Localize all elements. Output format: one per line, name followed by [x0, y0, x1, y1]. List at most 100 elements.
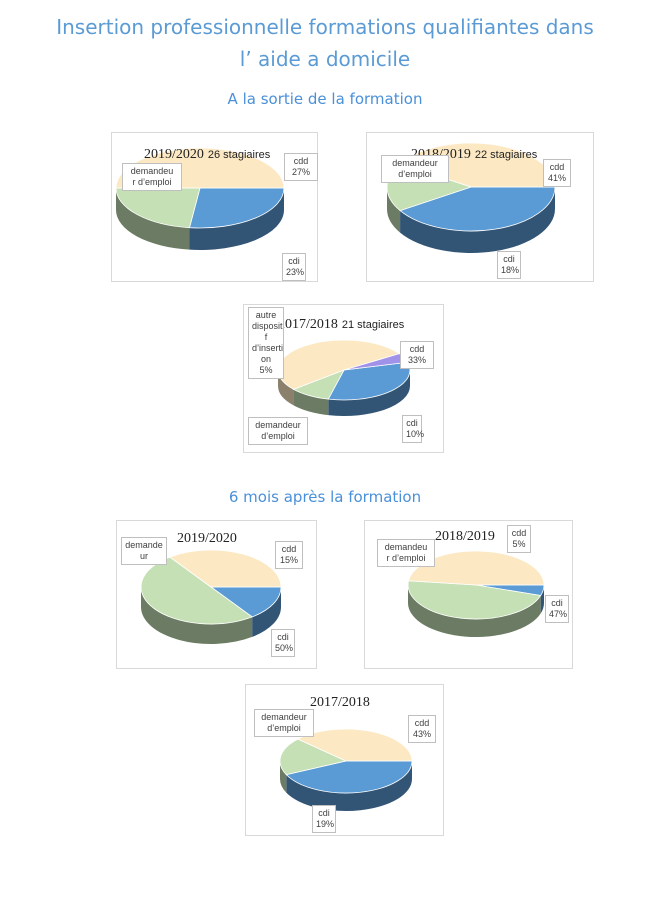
data-label-text: cdd	[281, 544, 297, 554]
data-label-text: demandeur	[392, 158, 438, 168]
data-label-text: 18%	[501, 265, 520, 275]
data-label-text: d’emploi	[398, 169, 432, 179]
pie-slice-cdi	[140, 556, 253, 625]
pie-slice-cdd	[188, 187, 285, 229]
chart-title: 2018/2019	[435, 529, 495, 545]
data-label-text: r d’emploi	[132, 177, 172, 187]
data-label-text: cdi	[503, 254, 515, 264]
pie-chart-svg	[277, 339, 411, 416]
data-label-text: 19%	[316, 819, 335, 829]
data-label-callout: cdd 43%	[408, 715, 436, 743]
data-label-text: disposit	[252, 321, 283, 331]
data-label-text: d’emploi	[267, 723, 301, 733]
pie-side-cdd	[252, 587, 281, 637]
pie-side-cdd	[400, 187, 555, 254]
data-label-text: cdi	[551, 598, 563, 608]
data-label-callout: cdi 19%	[312, 805, 336, 833]
data-label-text: demandeur	[261, 712, 307, 722]
data-label-callout: cdi 18%	[497, 251, 521, 279]
pie-chart-panel-6m-2019-2020: 2019/2020 cdd 15% cdi 50% demande ur	[116, 520, 317, 669]
document-title-line2: l’ aide a domicile	[239, 47, 411, 71]
data-label-callout: cdd 5%	[507, 525, 531, 553]
data-label-callout: demandeu r d’emploi	[377, 539, 435, 567]
data-label-callout: demandeur d’emploi	[381, 155, 449, 183]
pie-chart-panel-6m-2017-2018: 2017/2018 cdd 43% cdi 19% demandeur d’emploi	[245, 684, 444, 836]
pie-slice-cdd	[285, 760, 413, 794]
pie-slice-cdi	[407, 580, 542, 620]
data-label-callout: cdi 50%	[271, 629, 295, 657]
data-label-callout: cdd 41%	[543, 159, 571, 187]
chart-title-year: 2019/2020	[144, 147, 204, 162]
pie-slice-cdd	[209, 586, 282, 618]
data-label-text: cdi	[318, 808, 330, 818]
data-label-text: d’emploi	[261, 431, 295, 441]
data-label-text: cdd	[414, 718, 430, 728]
data-label-text: r d’emploi	[386, 553, 426, 563]
chart-title-year: 2017/2018	[278, 317, 338, 332]
section-heading-exit: A la sortie de la formation	[227, 90, 423, 108]
pie-side-cdi	[116, 188, 190, 250]
data-label-callout: cdi 47%	[545, 595, 569, 623]
data-label-text: 5%	[259, 365, 273, 375]
pie-chart-svg	[279, 728, 413, 811]
pie-slice-demandeur-r-d-emploi	[408, 550, 545, 586]
data-label-text: autre	[255, 310, 277, 320]
data-label-text: demandeu	[384, 542, 428, 552]
data-label-text: cdd	[409, 344, 425, 354]
data-label-text: 41%	[547, 173, 566, 183]
data-label-text: 33%	[407, 355, 426, 365]
data-label-text: demandeu	[130, 166, 174, 176]
pie-chart-svg	[140, 549, 282, 644]
pie-side-cdd	[286, 761, 412, 811]
data-label-text: 43%	[412, 729, 431, 739]
chart-subtitle: 21 stagiaires	[341, 319, 405, 331]
data-label-callout: autre disposit f d’inserti on 5%	[248, 307, 284, 379]
pie-side-cdd	[328, 370, 410, 416]
pie-slice-cdi	[115, 187, 201, 229]
pie-chart-panel-exit-2018-2019: 2018/201922 stagiairescdd41%cdi18%demand…	[366, 132, 594, 282]
data-label-text: f	[264, 332, 268, 342]
pie-side-cdi	[408, 585, 541, 637]
chart-title: 2019/2020 26 stagiaires	[144, 147, 270, 163]
pie-side-cdi	[387, 187, 401, 233]
data-label-callout: demandeur d’emploi	[248, 417, 308, 445]
document-title-line1: Insertion professionnelle formations qua…	[56, 15, 594, 39]
pie-side-demandeur-d-emploi	[278, 370, 294, 406]
data-label-text: cdi	[406, 418, 418, 428]
pie-side-cdd	[540, 585, 544, 614]
chart-title-year: 2019/2020	[177, 531, 237, 546]
data-label-text: on	[260, 354, 271, 364]
pie-chart-panel-exit-2017-2018: 2017/2018 21 stagiaires cdd 33% cdi 10% demand…	[243, 304, 444, 453]
pie-slice-demandeur	[169, 549, 282, 588]
data-label-text: ur	[139, 551, 148, 561]
data-label-text: 50%	[275, 643, 294, 653]
data-label-callout: cdd 33%	[400, 341, 434, 369]
data-label-callout: demandeur d’emploi	[254, 709, 314, 737]
data-label-callout: cdd 15%	[275, 541, 303, 569]
chart-subtitle: 22 stagiaires	[474, 149, 538, 161]
chart-title-year: 2017/2018	[310, 695, 370, 710]
data-label-text: cdd	[511, 528, 527, 538]
chart-title: 2017/2018	[310, 695, 370, 711]
data-label-text: 5%	[512, 539, 526, 549]
data-label-text: 10%	[406, 429, 425, 439]
pie-chart-svg	[115, 147, 285, 250]
data-label-callout: demande ur	[121, 537, 167, 565]
pie-slice-cdi	[279, 738, 348, 776]
pie-chart-panel-exit-2019-2020: 2019/2020 26 stagiaires cdd 27% cdi 23% demand…	[111, 132, 318, 282]
pie-chart-svg	[407, 550, 545, 637]
chart-title: 2019/2020	[177, 531, 237, 547]
chart-title: 2017/2018 21 stagiaires	[278, 317, 404, 333]
data-label-callout: cdd 27%	[284, 153, 318, 181]
pie-side-cdi	[141, 587, 253, 644]
chart-title-year: 2018/2019	[435, 529, 495, 544]
data-label-text: cdi	[277, 632, 289, 642]
data-label-text: cdd	[549, 162, 565, 172]
data-label-text: demande	[125, 540, 163, 550]
data-label-callout: demandeu r d’emploi	[122, 163, 182, 191]
data-label-text: 47%	[549, 609, 568, 619]
data-label-text: d’inserti	[252, 343, 284, 353]
data-label-text: cdd	[293, 156, 309, 166]
section-heading-6-months: 6 mois après la formation	[228, 488, 422, 506]
data-label-text: 23%	[286, 267, 305, 277]
